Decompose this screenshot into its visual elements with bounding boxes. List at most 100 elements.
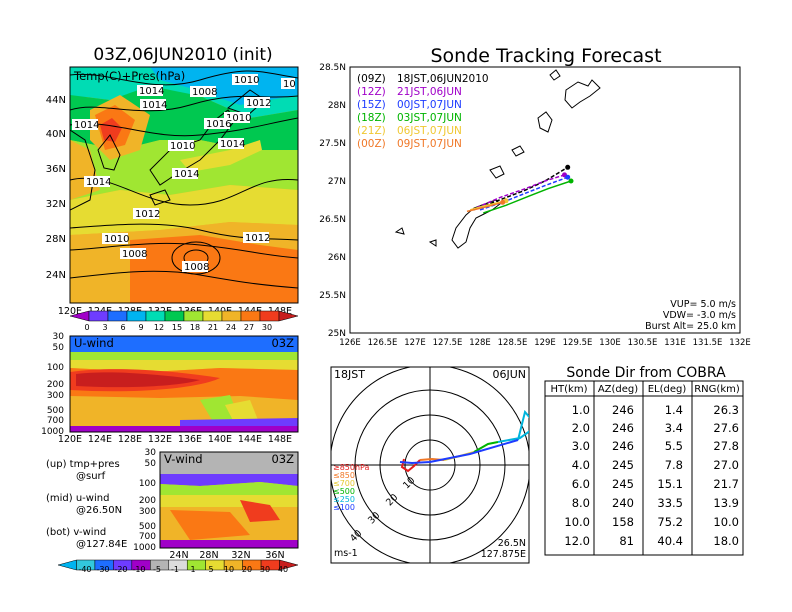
table-cell: 21.7 (713, 477, 739, 491)
lon-tick: 132E (729, 338, 751, 348)
table-cell: 26.3 (713, 403, 739, 417)
colorbar-tick: 30 (262, 323, 272, 332)
colorbar-tick: -5 (153, 565, 161, 574)
lon-tick: 127.5E (433, 338, 463, 348)
colorbar-tick: 0 (84, 323, 89, 332)
colorbar-segment (145, 310, 166, 322)
colorbar-tick: 21 (208, 323, 218, 332)
lat-tick: 25.5N (319, 291, 346, 301)
pressure-label: 1016 (206, 119, 231, 130)
map-label: Temp(C)+Pres(hPa) (73, 69, 185, 83)
cobra-table: HT(km) AZ(deg) EL(deg) RNG(km) 1.0 246 1… (544, 380, 744, 556)
tracking-params: VUP= 5.0 m/s VDW= -3.0 m/s Burst Alt= 25… (645, 299, 736, 332)
lon-tick: 132E (148, 434, 172, 445)
polar-lon: 127.875E (481, 549, 526, 560)
pressure-label: 1010 (226, 113, 251, 124)
table-cell: 75.2 (657, 515, 683, 529)
pressure-tick: 700 (47, 416, 64, 426)
table-cell: 27.8 (713, 439, 739, 453)
lon-tick: 131E (664, 338, 686, 348)
lat-tick: 25N (328, 329, 346, 339)
lat-tick: 28N (328, 101, 346, 111)
colorbar-segment (240, 310, 261, 322)
cobra-header: HT(km) AZ(deg) EL(deg) RNG(km) (551, 384, 740, 395)
pressure-label: 1012 (135, 209, 160, 220)
cobra-header-el: EL(deg) (648, 384, 687, 395)
tracking-legend: (09Z) 18JST,06JUN2010 (12Z) 21JST,06JUN … (357, 73, 489, 150)
colorbar-segment (221, 310, 242, 322)
note-line: (bot) v-wind (46, 527, 106, 538)
pressure-label: 1010 (234, 75, 259, 86)
pressure-label: 1014 (174, 169, 199, 180)
colorbar-segment (259, 310, 280, 322)
cobra-header-rng: RNG(km) (694, 384, 740, 395)
legend-text: 21JST,06JUN (397, 86, 462, 98)
wind-colorbar-ticks: -40 -30 -20 -10 -5 -1 1 5 10 20 30 40 (78, 565, 288, 574)
table-cell: 5.5 (665, 439, 683, 453)
param-vdw: VDW= -3.0 m/s (663, 310, 736, 321)
lon-tick: 128E (469, 338, 491, 348)
table-cell: 1.0 (572, 403, 590, 417)
colorbar-segment (183, 310, 204, 322)
map-lat-axis: 44N 40N 36N 32N 28N 24N (46, 95, 66, 281)
note-line: @127.84E (76, 539, 127, 550)
pressure-label: 10 (283, 79, 296, 90)
table-cell: 240 (612, 496, 634, 510)
legend-code: (09Z) (357, 73, 386, 85)
hodograph (399, 409, 529, 473)
table-cell: 12.0 (564, 534, 590, 548)
lat-tick: 28N (46, 234, 66, 245)
track-line (473, 166, 569, 211)
u-wind-panel: U-wind 03Z (69, 335, 299, 433)
colorbar-segment (279, 559, 299, 571)
colorbar-tick: 5 (208, 565, 213, 574)
lon-tick: 128.5E (498, 338, 528, 348)
lon-tick: 120E (58, 306, 82, 317)
lat-tick: 26.5N (319, 215, 346, 225)
note-line: (mid) u-wind (46, 493, 109, 504)
level-label: ≥850hPa (333, 463, 370, 472)
lat-tick: 24N (46, 270, 66, 281)
legend-code: (18Z) (357, 112, 386, 124)
v-wind-label: V-wind (164, 452, 203, 466)
lat-tick: 32N (46, 199, 66, 210)
table-cell: 18.0 (713, 534, 739, 548)
table-cell: 15.1 (657, 477, 683, 491)
pressure-label: 1014 (139, 86, 164, 97)
colorbar-tick: 27 (244, 323, 254, 332)
v-wind-y-axis: 30 50 100 200 300 500 700 1000 (133, 448, 156, 553)
colorbar-tick: 24 (226, 323, 236, 332)
pressure-tick: 200 (47, 380, 64, 390)
colorbar-segment (107, 310, 128, 322)
pressure-tick: 500 (47, 406, 64, 416)
table-row: 4.0 245 7.8 27.0 (572, 458, 739, 472)
pressure-label: 1010 (104, 234, 129, 245)
polar-date-label: 06JUN (492, 368, 526, 381)
table-cell: 246 (612, 439, 634, 453)
wind-colorbar (57, 559, 299, 571)
lat-tick: 44N (46, 95, 66, 106)
colorbar-tick: 1 (190, 565, 195, 574)
hodograph-segment (400, 458, 421, 473)
table-cell: 2.0 (572, 421, 590, 435)
colorbar-segment (278, 310, 299, 322)
colorbar-tick: 6 (120, 323, 125, 332)
table-row: 3.0 246 5.5 27.8 (572, 439, 739, 453)
note-line: @surf (76, 471, 106, 482)
track-line (469, 200, 507, 211)
colorbar-segment (57, 559, 77, 571)
lat-tick: 28N (199, 550, 218, 561)
level-label: ≤700 (333, 479, 355, 488)
param-burst-alt: Burst Alt= 25.0 km (645, 321, 736, 332)
track-endpoint (500, 199, 506, 205)
note-line: @26.50N (76, 505, 122, 516)
level-label: ≤250 (333, 495, 355, 504)
table-cell: 246 (612, 421, 634, 435)
table-cell: 27.6 (713, 421, 739, 435)
lon-tick: 140E (208, 434, 232, 445)
table-cell: 40.4 (657, 534, 683, 548)
track-line (476, 174, 565, 209)
colorbar-tick: 9 (138, 323, 143, 332)
u-wind-y-axis: 30 50 100 200 300 500 700 1000 (41, 332, 64, 437)
